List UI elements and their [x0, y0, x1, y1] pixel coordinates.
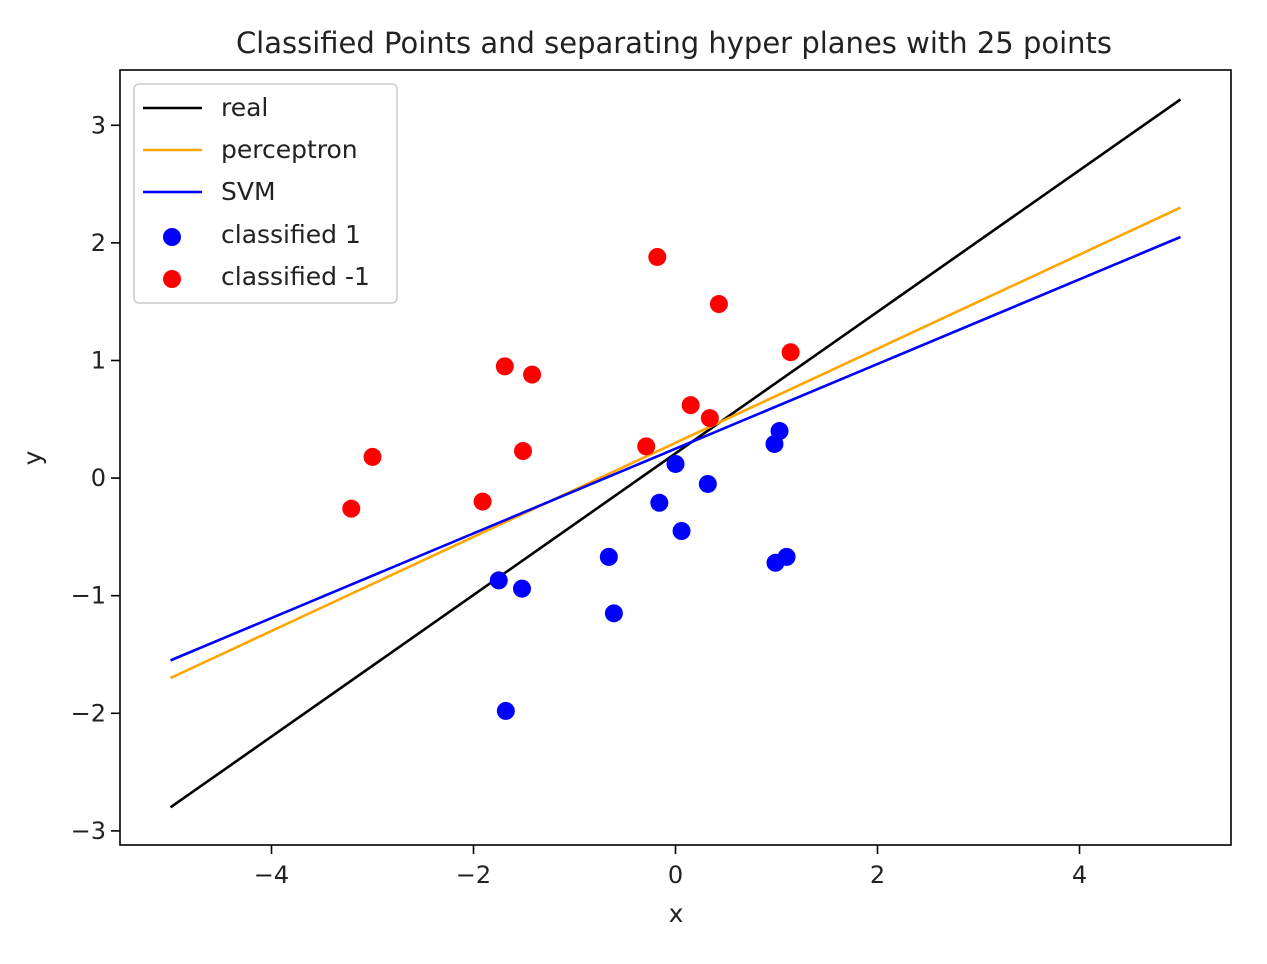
y-axis-ticks: −3 −2 −1 0 1 2 3	[71, 111, 120, 845]
y-tick-label: 3	[91, 111, 106, 139]
series-line-real	[169, 98, 1182, 809]
point-classified-1-12	[777, 547, 796, 566]
point-classified-1-0	[342, 499, 361, 518]
point-classified-1-3	[599, 547, 618, 566]
point-classified-1-9	[700, 409, 719, 428]
legend-swatch	[163, 228, 181, 246]
x-axis-label: x	[669, 899, 684, 928]
point-classified-1-4	[523, 365, 542, 384]
point-classified-1-2	[473, 492, 492, 511]
point-classified-1-8	[698, 474, 717, 493]
y-axis-label: y	[18, 450, 47, 465]
point-classified-1-2	[496, 701, 515, 720]
x-tick-label: −2	[456, 861, 491, 889]
point-classified-1-11	[781, 343, 800, 362]
y-tick-label: −1	[71, 582, 106, 610]
legend-box	[133, 83, 398, 304]
legend: real perceptron SVM classified 1 classified …	[133, 83, 398, 304]
point-classified-1-5	[513, 442, 532, 461]
point-classified-1-10	[709, 295, 728, 314]
y-tick-label: −2	[71, 699, 106, 727]
y-tick-label: 1	[91, 346, 106, 374]
x-tick-label: 4	[1072, 861, 1087, 889]
legend-label: SVM	[221, 177, 276, 206]
point-classified-1-6	[666, 454, 685, 473]
legend-label: classified 1	[221, 220, 361, 249]
y-tick-label: 0	[91, 464, 106, 492]
plot-area	[169, 98, 1182, 809]
point-classified-1-0	[489, 571, 508, 590]
y-tick-label: 2	[91, 229, 106, 257]
point-classified-1-7	[672, 522, 691, 541]
series-line-svm	[169, 235, 1182, 662]
point-classified-1-1	[512, 579, 531, 598]
x-tick-label: −4	[254, 861, 289, 889]
point-classified-1-4	[604, 604, 623, 623]
x-axis-ticks: −4 −2 0 2 4	[254, 845, 1087, 889]
chart-title: Classified Points and separating hyper p…	[236, 26, 1112, 60]
point-classified-1-5	[650, 493, 669, 512]
legend-label: perceptron	[221, 135, 358, 164]
x-tick-label: 2	[870, 861, 885, 889]
legend-swatch	[163, 270, 181, 288]
series-line-perceptron	[169, 206, 1182, 680]
point-classified-1-7	[648, 247, 667, 266]
point-classified-1-6	[637, 437, 656, 456]
y-tick-label: −3	[71, 817, 106, 845]
legend-label: real	[221, 93, 268, 122]
legend-label: classified -1	[221, 262, 370, 291]
point-classified-1-8	[681, 396, 700, 415]
point-classified-1-10	[770, 422, 789, 441]
point-classified-1-1	[363, 447, 382, 466]
point-classified-1-3	[495, 357, 514, 376]
x-tick-label: 0	[668, 861, 683, 889]
